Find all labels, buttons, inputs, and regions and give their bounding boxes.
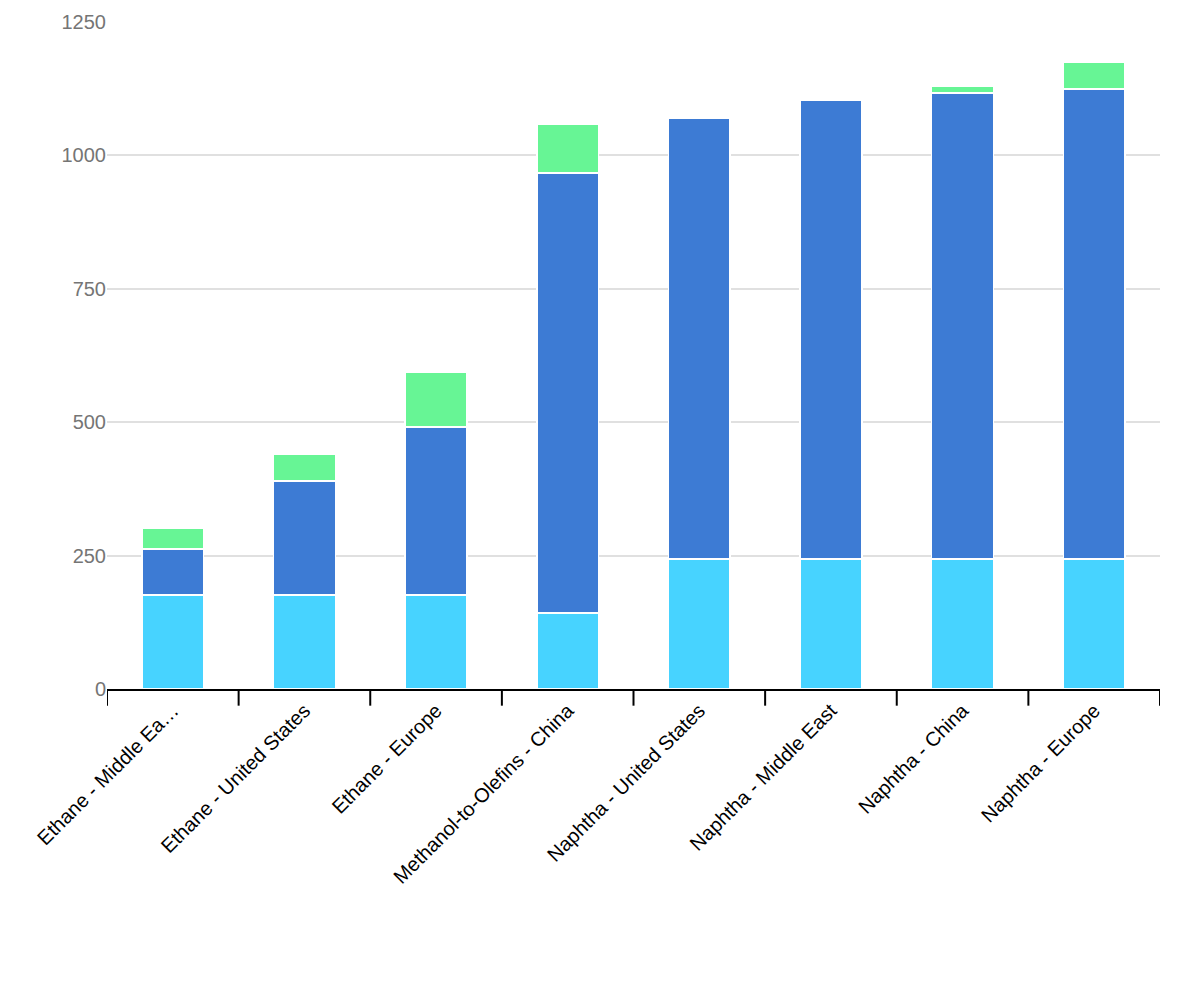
svg-text:Naphtha - China: Naphtha - China [854,699,973,818]
svg-text:Naphtha - Europe: Naphtha - Europe [977,699,1104,826]
svg-text:1000: 1000 [62,144,107,166]
svg-text:Ethane - United States: Ethane - United States [156,699,314,857]
svg-text:Naphtha - Middle East: Naphtha - Middle East [685,699,841,855]
svg-text:Ethane - Europe: Ethane - Europe [327,699,446,818]
svg-text:250: 250 [73,545,106,567]
svg-text:0: 0 [95,678,106,700]
svg-text:750: 750 [73,278,106,300]
svg-text:Methanol-to-Olefins - China: Methanol-to-Olefins - China [389,699,578,888]
svg-text:Ethane - Middle Ea…: Ethane - Middle Ea… [33,699,183,849]
svg-text:500: 500 [73,411,106,433]
svg-text:Naphtha - United States: Naphtha - United States [543,699,710,866]
svg-text:1250: 1250 [62,11,107,33]
